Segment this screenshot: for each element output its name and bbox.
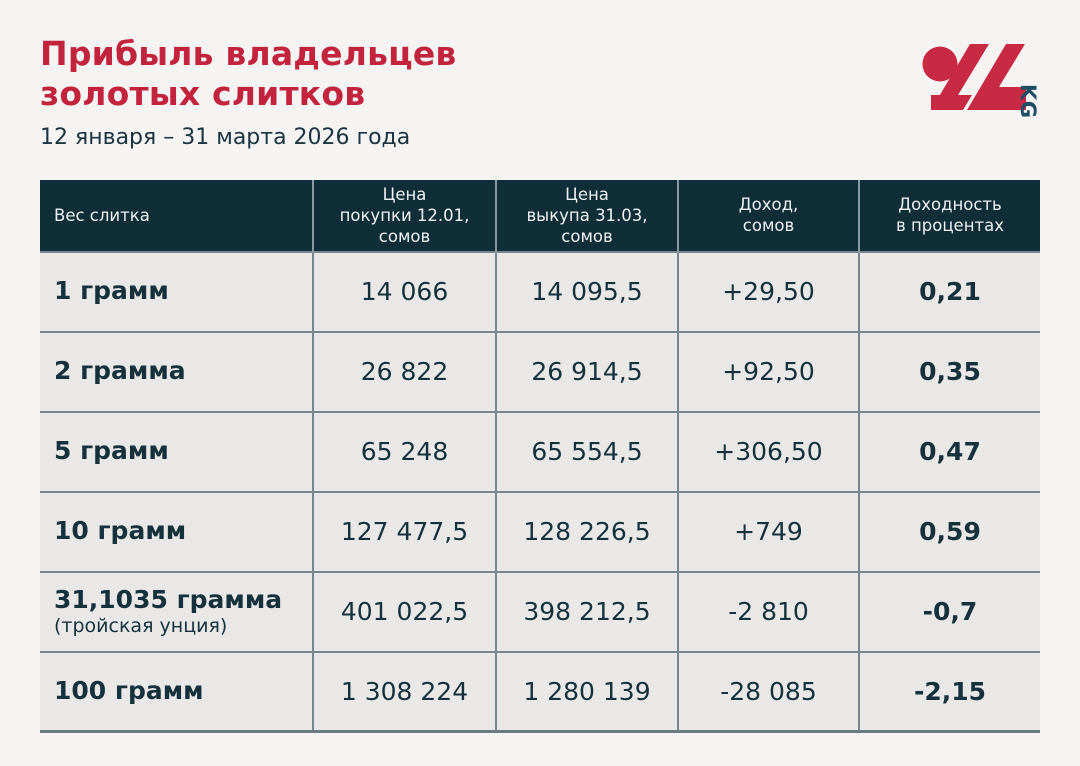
cell-buy-price: 14 066 xyxy=(312,250,496,332)
cell-buy-price: 127 477,5 xyxy=(312,490,496,572)
title-block: Прибыль владельцев золотых слитков 12 янв… xyxy=(40,34,457,150)
cell-sell-price: 14 095,5 xyxy=(495,250,678,332)
cell-weight: 31,1035 грамма (тройская унция) xyxy=(40,570,313,652)
cell-sell-price: 65 554,5 xyxy=(495,410,678,492)
column-header-buy-price: Цена покупки 12.01, сомов xyxy=(312,179,496,252)
cell-income: +92,50 xyxy=(677,330,859,412)
cell-weight: 1 грамм xyxy=(40,250,313,332)
column-header-weight: Вес слитка xyxy=(40,179,313,252)
column-header-yield: Доходность в процентах xyxy=(858,179,1040,252)
cell-sell-price: 398 212,5 xyxy=(495,570,678,652)
table-header-row: Вес слитка Цена покупки 12.01, сомов Цен… xyxy=(40,179,1040,252)
cell-income: +306,50 xyxy=(677,410,859,492)
cell-weight: 10 грамм xyxy=(40,490,313,572)
cell-yield: -0,7 xyxy=(858,570,1040,652)
cell-yield: 0,59 xyxy=(858,490,1040,572)
cell-weight: 5 грамм xyxy=(40,410,313,492)
page-title-line1: Прибыль владельцев xyxy=(40,34,457,73)
cell-buy-price: 26 822 xyxy=(312,330,496,412)
cell-income: -28 085 xyxy=(677,650,859,734)
page-title-line2: золотых слитков xyxy=(40,74,366,114)
cell-income: +749 xyxy=(677,490,859,572)
cell-income: -2 810 xyxy=(677,570,859,652)
table-row: 10 грамм 127 477,5 128 226,5 +749 0,59 xyxy=(40,490,1040,572)
table-row: 31,1035 грамма (тройская унция) 401 022,5… xyxy=(40,570,1040,652)
logo-24kg-icon: KG xyxy=(920,36,1040,120)
table-row: 1 грамм 14 066 14 095,5 +29,50 0,21 xyxy=(40,250,1040,332)
cell-yield: 0,47 xyxy=(858,410,1040,492)
column-header-sell-price: Цена выкупа 31.03, сомов xyxy=(495,179,678,252)
cell-buy-price: 1 308 224 xyxy=(312,650,496,734)
column-header-income: Доход, сомов xyxy=(677,179,859,252)
cell-sell-price: 26 914,5 xyxy=(495,330,678,412)
cell-sell-price: 128 226,5 xyxy=(495,490,678,572)
cell-buy-price: 65 248 xyxy=(312,410,496,492)
page-title: Прибыль владельцев золотых слитков xyxy=(40,34,457,115)
cell-yield: -2,15 xyxy=(858,650,1040,734)
table-row: 5 грамм 65 248 65 554,5 +306,50 0,47 xyxy=(40,410,1040,492)
cell-income: +29,50 xyxy=(677,250,859,332)
cell-buy-price: 401 022,5 xyxy=(312,570,496,652)
date-range-subtitle: 12 января – 31 марта 2026 года xyxy=(40,124,411,150)
table-row: 100 грамм 1 308 224 1 280 139 -28 085 -2… xyxy=(40,650,1040,734)
cell-yield: 0,35 xyxy=(858,330,1040,412)
table-row: 2 грамма 26 822 26 914,5 +92,50 0,35 xyxy=(40,330,1040,412)
page-header: Прибыль владельцев золотых слитков 12 янв… xyxy=(40,34,1040,150)
cell-weight: 100 грамм xyxy=(40,650,313,734)
cell-sell-price: 1 280 139 xyxy=(495,650,678,734)
gold-profit-table: Вес слитка Цена покупки 12.01, сомов Цен… xyxy=(40,179,1040,734)
svg-text:KG: KG xyxy=(1016,84,1038,119)
cell-weight: 2 грамма xyxy=(40,330,313,412)
cell-yield: 0,21 xyxy=(858,250,1040,332)
